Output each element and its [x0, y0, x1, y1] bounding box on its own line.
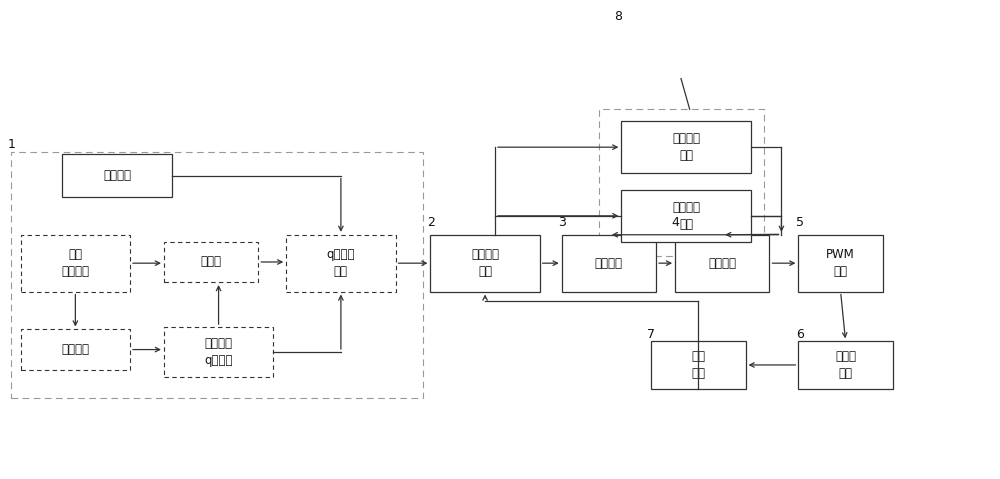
Text: 电压变换: 电压变换 [708, 257, 736, 270]
Bar [798, 342, 893, 388]
Text: 电机
本体: 电机 本体 [691, 350, 705, 380]
Text: q轴给定
电流: q轴给定 电流 [327, 248, 355, 278]
Text: 零轴电压
前馈: 零轴电压 前馈 [672, 201, 700, 231]
Text: 电流闭环
控制: 电流闭环 控制 [471, 248, 499, 278]
Text: 坐标变换: 坐标变换 [595, 257, 623, 270]
Bar [286, 235, 396, 292]
Text: 坐标变换: 坐标变换 [61, 343, 89, 356]
Bar [675, 235, 769, 292]
Text: 2: 2 [427, 217, 435, 229]
Bar [651, 342, 746, 388]
Text: 7: 7 [647, 328, 655, 341]
Text: 四桥臂
拓扑: 四桥臂 拓扑 [835, 350, 856, 380]
Bar [599, 109, 764, 256]
Text: 8: 8 [614, 11, 622, 23]
Bar [621, 190, 751, 242]
Bar [430, 235, 540, 292]
Text: 零轴电流
闭环: 零轴电流 闭环 [672, 132, 700, 162]
Text: 给定转矩: 给定转矩 [103, 169, 131, 182]
Bar [164, 242, 258, 282]
Bar [21, 235, 130, 292]
Text: 1: 1 [8, 138, 16, 151]
Bar [562, 235, 656, 292]
Bar [164, 327, 273, 377]
Text: PWM
模块: PWM 模块 [826, 248, 855, 278]
Bar [798, 235, 883, 292]
Text: 4: 4 [671, 217, 679, 229]
Text: 5: 5 [796, 217, 804, 229]
Bar [21, 330, 130, 370]
Text: 6: 6 [796, 328, 804, 341]
Bar [621, 121, 751, 173]
Text: 3: 3 [558, 217, 566, 229]
Bar [62, 154, 172, 197]
Text: 离线表: 离线表 [201, 255, 222, 269]
Text: 三相
反电动势: 三相 反电动势 [61, 248, 89, 278]
Bar [11, 152, 423, 398]
Text: 单位转矩
q轴电流: 单位转矩 q轴电流 [204, 337, 233, 367]
